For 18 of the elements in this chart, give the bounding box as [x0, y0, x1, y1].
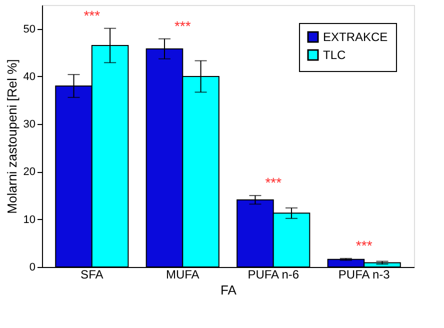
y-tick-label: 0	[29, 262, 36, 274]
annotation: ***	[84, 7, 101, 24]
y-tick-label: 40	[23, 70, 36, 83]
x-axis-title: FA	[220, 282, 237, 298]
legend-label: EXTRAKCE	[323, 30, 388, 44]
annotation: ***	[356, 238, 373, 254]
x-tick-label: PUFA n-3	[338, 268, 390, 282]
y-tick-label: 30	[23, 118, 36, 131]
y-tick-label: 20	[23, 166, 36, 178]
y-axis-title: Molarni zastoupeni [Rel %]	[4, 59, 20, 214]
x-tick-label: PUFA n-6	[248, 268, 300, 282]
x-tick-label: MUFA	[166, 268, 200, 282]
legend-label: TLC	[323, 48, 346, 62]
x-tick-label: SFA	[80, 268, 104, 282]
y-tick-label: 50	[23, 23, 36, 36]
annotation: ***	[265, 174, 282, 191]
annotation: ***	[174, 18, 192, 34]
y-tick-label: 10	[23, 214, 36, 226]
